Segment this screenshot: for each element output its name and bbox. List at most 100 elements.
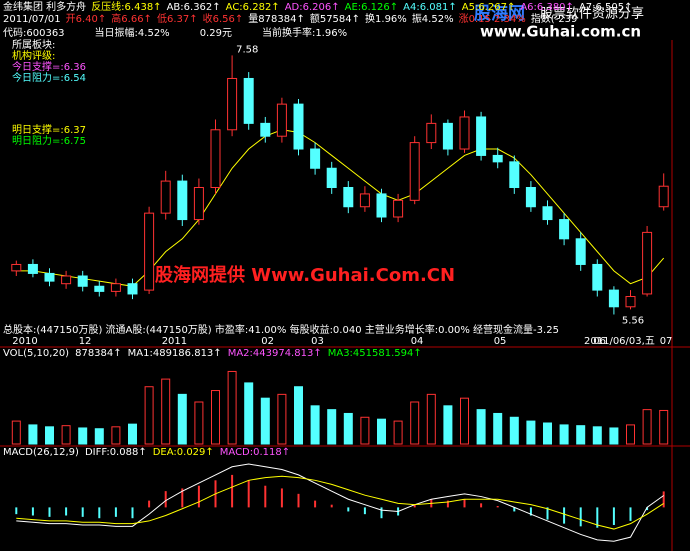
volume-bar xyxy=(609,427,619,445)
volume-bar xyxy=(343,412,353,445)
header-item: A6:6.380↑ xyxy=(520,2,574,13)
volume-bar xyxy=(177,393,187,445)
volume-bar xyxy=(161,378,171,445)
header-item: 量878384↑ xyxy=(248,13,305,25)
volume-bar xyxy=(393,420,403,445)
header-item: AD:6.206↑ xyxy=(285,2,340,13)
candle-body xyxy=(642,231,653,295)
candle-body xyxy=(492,154,503,163)
volume-bar xyxy=(260,397,270,445)
header-item: 振4.52% xyxy=(412,12,454,25)
panel-title: VOL(5,10,20) xyxy=(3,348,69,359)
header-item: 金纬集团 利多方舟 xyxy=(3,0,86,13)
low-label: 5.56 xyxy=(622,315,644,326)
x-tick-label: 12 xyxy=(79,336,92,347)
candle-body xyxy=(276,103,287,137)
header-item: 指数(-239 xyxy=(531,12,578,25)
info-left-item: 明日阻力=:6.75 xyxy=(12,134,86,147)
header-item: 高6.66↑ xyxy=(111,12,152,25)
candle-body xyxy=(376,193,387,218)
x-tick-label: 06 xyxy=(593,336,606,347)
candle-body xyxy=(127,283,138,295)
candle-body xyxy=(193,187,204,221)
info-item: 代码:600363 xyxy=(3,27,65,39)
volume-bar xyxy=(559,424,569,445)
header-item: 低6.37↑ xyxy=(157,12,198,25)
volume-bar xyxy=(360,416,370,445)
candle-body xyxy=(592,263,603,291)
volume-bar xyxy=(576,425,586,445)
volume-bar xyxy=(78,427,88,445)
volume-bar xyxy=(227,370,237,445)
volume-bar xyxy=(244,382,254,445)
candle-body xyxy=(77,275,88,287)
volume-bar xyxy=(659,409,669,445)
candle-body xyxy=(293,103,304,150)
candle-body xyxy=(144,212,155,291)
legend-item: MA3:451581.594↑ xyxy=(328,348,422,359)
candle-body xyxy=(227,77,238,131)
volume-bar xyxy=(526,420,536,445)
candle-body xyxy=(426,122,437,144)
volume-bar xyxy=(194,401,204,445)
info-item: 当日振幅:4.52% xyxy=(95,26,170,39)
volume-bar xyxy=(626,424,635,445)
volume-bar xyxy=(642,409,652,445)
candle-body xyxy=(243,77,254,124)
header-item: AE:6.126↑ xyxy=(345,2,399,13)
volume-bar xyxy=(460,397,469,445)
candle-body xyxy=(459,116,470,150)
header-item: A7:6.505↑ xyxy=(579,2,633,13)
x-tick-label: 2010 xyxy=(12,336,37,347)
candle-body xyxy=(575,238,586,265)
x-tick-label: 04 xyxy=(411,336,424,347)
candle-body xyxy=(94,285,105,292)
header-item: 涨0.15 2.34% xyxy=(459,13,526,25)
candle-body xyxy=(509,161,520,188)
volume-bar xyxy=(443,405,453,445)
candle-body xyxy=(61,275,72,285)
header-item: 2011/07/01 xyxy=(3,14,61,25)
volume-bar xyxy=(543,422,552,445)
logo-name: 股海网 xyxy=(474,3,525,24)
x-tick-label: 03 xyxy=(311,336,324,347)
candle-body xyxy=(608,289,619,308)
legend-item: DEA:0.029↑ xyxy=(153,447,214,458)
header-item: 反压线:6.438↑ xyxy=(91,0,161,13)
macd-line xyxy=(16,463,664,542)
candle-body xyxy=(326,167,337,188)
header-item: A5:6.267↑ xyxy=(462,2,516,13)
header-item: 收6.56↑ xyxy=(203,12,244,25)
candle-body xyxy=(559,219,570,240)
info-left-item: 今日阻力=:6.54 xyxy=(12,71,86,84)
volume-bar xyxy=(310,405,320,445)
volume-bar xyxy=(277,393,287,445)
candle-body xyxy=(160,180,171,214)
legend-item: 878384↑ xyxy=(75,348,122,359)
volume-bar xyxy=(509,416,519,445)
logo-url: www.Guhai.com.cn xyxy=(480,23,641,41)
header-item: 换1.96% xyxy=(365,12,407,25)
volume-bar xyxy=(476,409,486,445)
candle-body xyxy=(393,199,404,218)
cursor-date: 2011/06/03,五 xyxy=(584,336,655,347)
volume-bar xyxy=(144,386,154,445)
candle-body xyxy=(525,187,536,208)
logo-box xyxy=(470,2,688,40)
volume-bar xyxy=(45,426,54,445)
candle-body xyxy=(409,142,420,201)
info-left-item: 所属板块: xyxy=(12,38,55,51)
candle-body xyxy=(476,116,487,156)
candle-body xyxy=(27,263,38,274)
ma-line xyxy=(16,129,665,287)
volume-bar xyxy=(294,386,303,445)
volume-bar xyxy=(493,412,503,445)
macd-line xyxy=(16,475,664,530)
x-tick-label: 05 xyxy=(494,336,507,347)
candle-body xyxy=(110,283,121,292)
header-item: AB:6.362↑ xyxy=(167,2,221,13)
volume-bar xyxy=(377,418,386,445)
candle-body xyxy=(442,122,453,150)
volume-bar xyxy=(94,428,104,445)
